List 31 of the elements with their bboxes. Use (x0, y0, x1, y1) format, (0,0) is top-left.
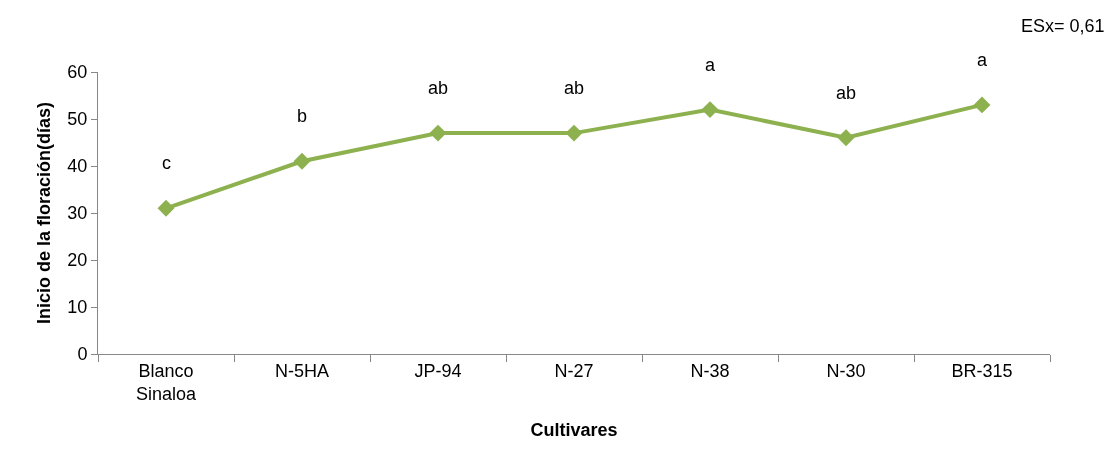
x-tick-label: Blanco Sinaloa (135, 360, 198, 404)
y-tick-label: 50 (67, 109, 88, 130)
annotation: a (977, 50, 988, 70)
point (157, 199, 175, 217)
x-tick-label: JP-94 (414, 360, 462, 381)
point (973, 96, 991, 114)
point (701, 101, 719, 119)
annotation: a (705, 55, 716, 75)
x-tick-label: BR-315 (951, 360, 1013, 381)
y-axis-title: Inicio de la floración(días) (33, 101, 54, 325)
x-tick-label: N-5HA (274, 360, 330, 381)
annotation: c (162, 153, 171, 173)
x-axis-title: Cultivares (530, 420, 618, 441)
point (565, 124, 583, 142)
point (837, 129, 855, 147)
annotation: ab (836, 83, 857, 103)
annotation: ab (564, 78, 585, 98)
y-tick-label: 30 (67, 203, 88, 224)
annotation: b (297, 106, 308, 126)
y-tick-label: 20 (67, 250, 88, 271)
x-tick-label: N-38 (690, 360, 730, 381)
x-tick-label: N-27 (554, 360, 594, 381)
y-tick-label: 60 (67, 62, 88, 83)
y-tick-label: 10 (67, 297, 88, 318)
y-tick-label: 0 (77, 344, 88, 365)
point (293, 152, 311, 170)
y-tick-label: 40 (67, 156, 88, 177)
x-tick-label: N-30 (826, 360, 866, 381)
point (429, 124, 447, 142)
text: ESx= 0,61 (1021, 16, 1105, 36)
annotation: ab (428, 78, 449, 98)
